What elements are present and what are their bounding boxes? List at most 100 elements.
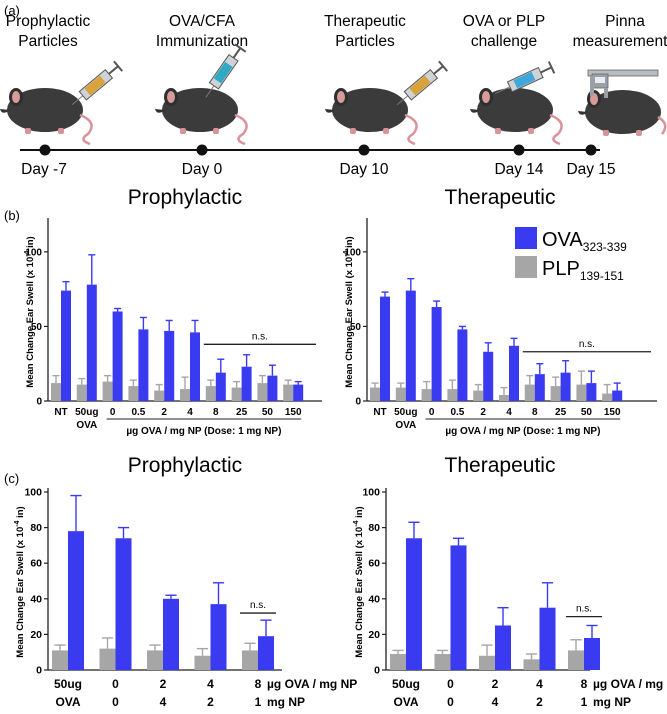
legend-swatch-plp [515,256,537,278]
legend-swatch-ova [515,227,537,249]
x-tick-label: 2 [160,677,167,691]
step-title-line1: Pinna [605,13,645,30]
x-row-label: mg NP [267,695,305,709]
x-tick-label: 50ug [54,677,82,691]
bar-plp [180,389,190,401]
chart-b-prophylactic: Prophylactic Mean Change Ear Swell (x 10-… [24,186,322,437]
y-axis-label-exponent: -4 [24,250,31,256]
bar-ova [539,607,556,670]
bar-ova [450,545,467,670]
x-tick-label: 0.5 [450,407,464,418]
y-axis-label-base: Mean Change Ear Swell (x 10 [25,257,36,388]
timeline: Prophylactic Particles [0,13,667,178]
bar-ova [406,538,422,670]
y-axis-label: Mean Change Ear Swell (x 10-4 in) [24,236,36,387]
bar-ova [431,307,442,401]
bar-ova [483,351,494,401]
x-tick-label: NT [373,407,386,418]
x-row-label: µg OVA / mg NP [593,677,667,691]
step-title-line2: Immunization [156,33,248,50]
bar-plp [205,386,216,401]
y-tick-label: 80 [368,522,380,534]
y-axis-label-base: Mean Change Ear Swell (x 10 [344,257,355,388]
x-tick-label: 25 [236,407,248,418]
bar-ova [138,329,149,401]
x-tick-label: 4 [506,407,512,418]
bar-plp [76,384,87,401]
bar-plp [52,650,68,670]
chart-title: Prophylactic [128,454,242,477]
x-tick-label: 8 [255,677,262,691]
bar-plp [421,389,432,401]
step-title-line1: OVA/CFA [169,13,236,30]
x-tick-label: 50 [581,407,593,418]
y-tick-label: 40 [30,593,42,605]
step-title-line1: Therapeutic [324,13,406,30]
bar-ova [164,330,175,401]
x-tick-label: 8 [581,677,588,691]
bar-plp [524,384,535,401]
step-title-line2: challenge [471,33,537,50]
timeline-dot [513,144,525,156]
bar-plp [479,655,495,670]
bar-ova [457,329,468,401]
x-tick-label: 2 [207,695,214,709]
bar-ova [560,372,571,401]
x-tick-label: 150 [604,407,621,418]
bar-plp [473,390,484,401]
bar-plp [194,655,211,670]
bar-plp [447,389,458,401]
bar-plp [370,387,380,401]
bar-plp [147,650,163,670]
x-tick-label: 50ug [392,677,420,691]
chart-title: Therapeutic [445,454,556,477]
step-day: Day 15 [566,161,615,178]
x-tick-label: 2 [536,695,543,709]
step-day: Day 10 [339,161,388,178]
bar-plp [434,653,451,670]
x-tick-label: 0.5 [131,407,145,418]
x-tick-label: OVA [76,420,97,431]
timeline-step-prophylactic: Prophylactic Particles [0,13,124,178]
x-tick-label: 150 [285,407,302,418]
x-tick-label: 4 [492,695,499,709]
caliper [587,69,659,98]
bar-plp [568,650,584,670]
timeline-step-therapeutic: Therapeutic Particles [324,13,449,178]
chart-title: Therapeutic [445,186,556,209]
significance-label: n.s. [250,600,266,611]
x-tick-label: 0 [110,407,116,418]
mouse-caliper-icon [578,69,667,136]
step-day: Day 0 [182,161,223,178]
bar-ova [86,284,97,401]
timeline-dot [39,144,51,156]
bar-plp [602,393,613,401]
y-axis-label: Mean Change Ear Swell (x 10-4 in) [343,236,355,387]
bar-ova [405,290,416,401]
y-axis-label: Mean Change Ear Swell (x 10-4 in) [353,506,365,657]
timeline-dot [585,144,597,156]
x-tick-label: 4 [187,407,193,418]
x-tick-label: 0 [112,695,119,709]
legend: OVA323-339 PLP139-151 [515,227,627,283]
significance-label: n.s. [579,339,595,350]
bar-plp [523,659,540,670]
bar-ova [495,625,511,670]
x-tick-label: 4 [160,695,167,709]
bar-ova [380,296,390,401]
x-tick-label: 50 [262,407,274,418]
x-tick-label: 0 [112,677,119,691]
bar-ova [215,372,226,401]
y-tick-label: 60 [368,558,380,570]
bar-ova [115,538,132,670]
x-tick-label: 0 [447,677,454,691]
bar-ova [68,531,84,670]
y-tick-label: 0 [374,665,380,677]
x-tick-label: 1 [255,695,262,709]
bar-ova [293,384,304,401]
y-tick-label: 0 [36,665,42,677]
x-axis-label: µg OVA / mg NP (Dose: 1 mg NP) [445,426,600,437]
x-tick-label: 2 [480,407,486,418]
y-tick-label: 50 [31,322,43,333]
